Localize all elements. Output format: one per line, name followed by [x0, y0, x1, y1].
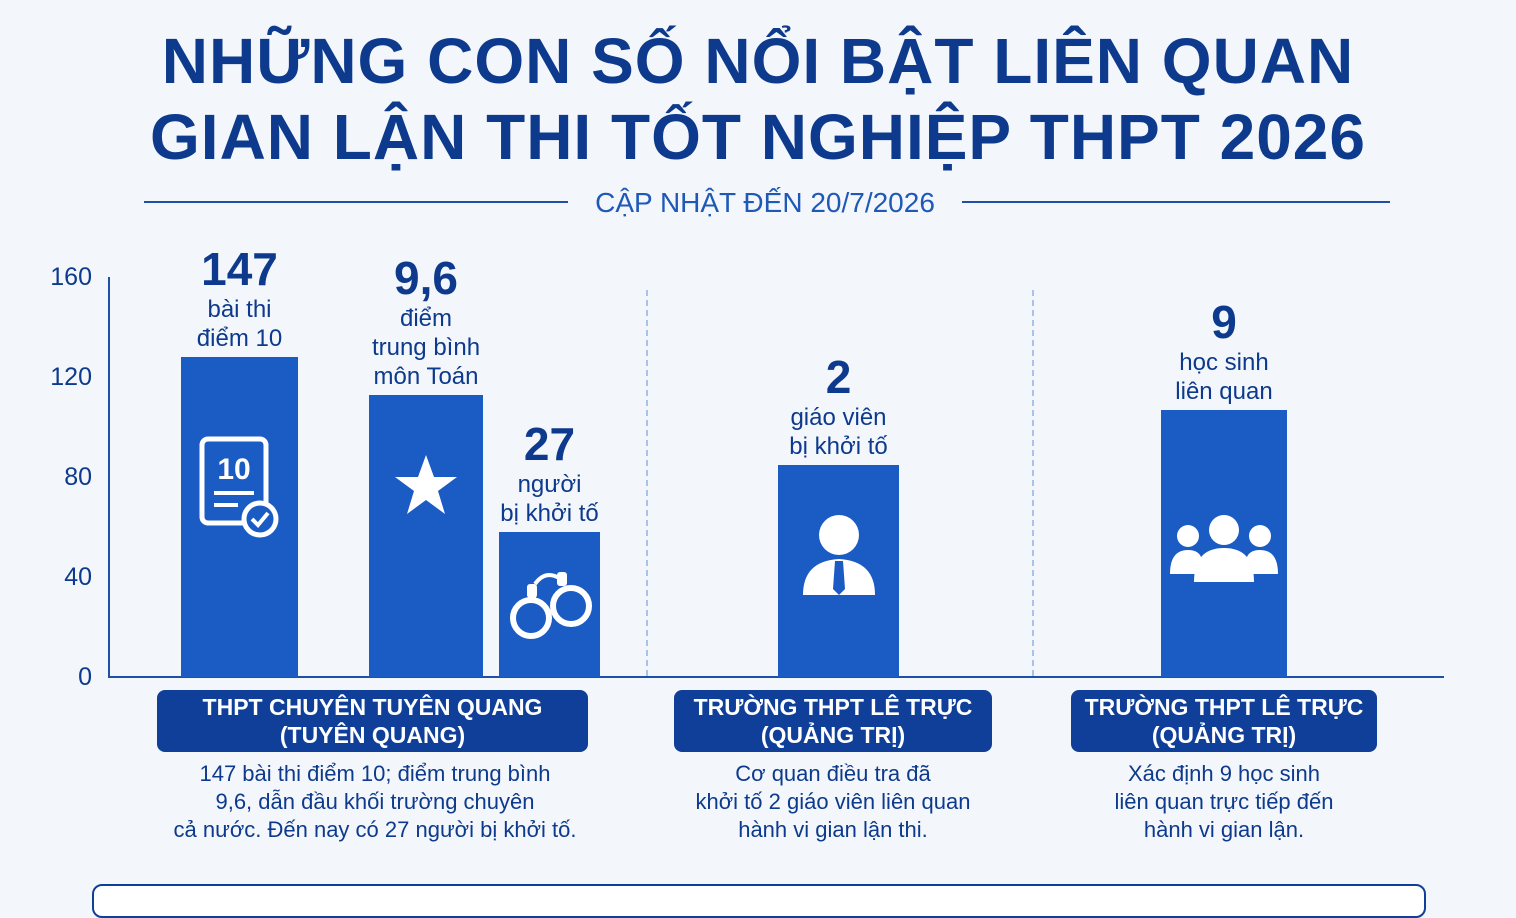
bar-perfect-score-exams: 10 — [181, 357, 298, 677]
bar-average-math-score — [369, 394, 483, 677]
group-description-le-truc-2: Xác định 9 học sinh liên quan trực tiếp … — [1064, 760, 1384, 844]
bar-students-involved — [1161, 409, 1287, 677]
y-axis-line — [108, 277, 110, 678]
bar-caption-line: điểm 10 — [196, 325, 283, 352]
description-line: hành vi gian lận. — [1143, 817, 1305, 842]
bar-caption-line: trung bình — [371, 333, 481, 361]
bar-label-group: 2 giáo viên bị khởi tố — [749, 351, 929, 461]
group-label-tuyen-quang: THPT CHUYÊN TUYÊN QUANG (TUYÊN QUANG) — [157, 690, 588, 752]
bar-label-group: 147 bài thi điểm 10 — [150, 243, 330, 353]
subtitle-rule-right — [962, 201, 1390, 203]
group-label-line: TRƯỜNG THPT LÊ TRỰC — [1084, 694, 1364, 720]
y-tick-label: 120 — [50, 363, 92, 391]
bar-caption-line: liên quan — [1175, 377, 1273, 405]
bar-caption-line: bị khởi tố — [500, 500, 599, 527]
group-description-le-truc-1: Cơ quan điều tra đã khởi tố 2 giáo viên … — [660, 760, 1006, 844]
bar-caption-line: giáo viên — [790, 403, 887, 431]
svg-text:10: 10 — [217, 453, 250, 486]
bar-value-label: 2 — [825, 350, 852, 403]
subtitle-update-date: CẬP NHẬT ĐẾN 20/7/2026 — [595, 187, 935, 218]
bar-caption-line: người — [517, 471, 582, 498]
bar-label-group: 9 học sinh liên quan — [1134, 296, 1314, 406]
bar-teachers-prosecuted — [778, 464, 899, 677]
description-line: Xác định 9 học sinh — [1127, 761, 1321, 786]
handcuffs-icon — [499, 566, 600, 646]
group-divider — [1032, 290, 1034, 676]
group-label-line: (QUẢNG TRỊ) — [760, 722, 906, 748]
bar-value-label: 147 — [201, 243, 278, 295]
group-label-line: (QUẢNG TRỊ) — [1151, 722, 1297, 748]
description-line: Cơ quan điều tra đã — [735, 761, 931, 786]
bar-caption-line: điểm — [399, 304, 453, 332]
group-people-icon — [1161, 514, 1287, 584]
description-line: 9,6, dẫn đầu khối trường chuyên — [215, 789, 535, 814]
group-label-line: TRƯỜNG THPT LÊ TRỰC — [693, 694, 973, 720]
footer-panel-edge — [92, 884, 1426, 918]
y-tick-label: 0 — [78, 663, 92, 691]
group-description-tuyen-quang: 147 bài thi điểm 10; điểm trung bình 9,6… — [120, 760, 630, 844]
page-title-line-2: GIAN LẬN THI TỐT NGHIỆP THPT 2026 — [150, 101, 1366, 173]
y-tick-label: 40 — [64, 563, 92, 591]
y-tick-label: 80 — [64, 463, 92, 491]
x-axis-line — [108, 676, 1444, 678]
group-divider — [646, 290, 648, 676]
description-line: 147 bài thi điểm 10; điểm trung bình — [199, 761, 551, 786]
description-line: khởi tố 2 giáo viên liên quan — [695, 789, 971, 814]
group-label-le-truc-1: TRƯỜNG THPT LÊ TRỰC (QUẢNG TRỊ) — [674, 690, 992, 752]
bar-label-group: 27 người bị khởi tố — [460, 418, 640, 528]
bar-caption-line: bài thi — [207, 296, 272, 323]
page-title-line-1: NHỮNG CON SỐ NỔI BẬT LIÊN QUAN — [161, 25, 1355, 97]
group-label-line: THPT CHUYÊN TUYÊN QUANG — [202, 694, 543, 720]
star-icon — [369, 453, 483, 517]
bar-people-prosecuted — [499, 532, 600, 677]
bar-value-label: 9 — [1211, 295, 1237, 348]
bar-value-label: 27 — [523, 418, 576, 470]
bar-value-label: 9,6 — [394, 251, 458, 304]
exam-paper-check-icon: 10 — [181, 435, 298, 539]
description-line: hành vi gian lận thi. — [738, 817, 928, 842]
description-line: liên quan trực tiếp đến — [1114, 789, 1334, 814]
bar-label-group: 9,6 điểm trung bình môn Toán — [336, 252, 516, 391]
y-tick-label: 160 — [50, 263, 92, 291]
subtitle-rule-left — [144, 201, 568, 203]
description-line: cả nước. Đến nay có 27 người bị khởi tố. — [173, 817, 577, 842]
bar-caption-line: bị khởi tố — [789, 432, 888, 460]
group-label-le-truc-2: TRƯỜNG THPT LÊ TRỰC (QUẢNG TRỊ) — [1071, 690, 1377, 752]
group-label-line: (TUYÊN QUANG) — [279, 722, 466, 748]
person-tie-icon — [778, 513, 899, 597]
bar-caption-line: môn Toán — [373, 362, 479, 390]
bar-caption-line: học sinh — [1179, 348, 1269, 376]
